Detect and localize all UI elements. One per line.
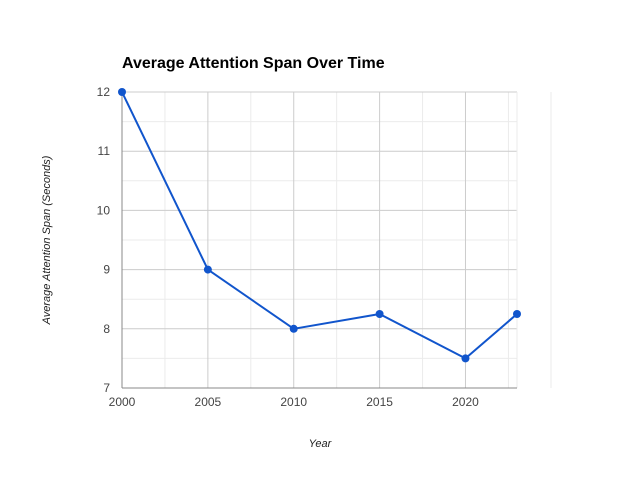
axes — [121, 92, 517, 389]
x-tick-label: 2020 — [452, 395, 479, 409]
x-axis-title: Year — [309, 438, 333, 450]
y-tick-label: 9 — [103, 263, 110, 277]
data-point — [513, 310, 521, 318]
y-tick-label: 7 — [103, 381, 110, 395]
x-tick-label: 2005 — [195, 395, 222, 409]
data-point — [289, 324, 298, 333]
data-point — [461, 354, 470, 363]
data-point — [118, 88, 126, 96]
y-tick-label: 12 — [97, 85, 111, 99]
data-point — [375, 310, 384, 318]
x-tick-label: 2010 — [280, 395, 307, 409]
tick-labels: 7 8 9 10 11 12 2000 2005 2010 2015 2020 — [97, 85, 480, 409]
series-layer — [118, 88, 521, 363]
x-tick-label: 2015 — [366, 395, 393, 409]
x-tick-label: 2000 — [109, 395, 136, 409]
series-line — [121, 91, 518, 360]
y-tick-label: 10 — [97, 203, 111, 217]
chart-title: Average Attention Span Over Time — [122, 55, 385, 72]
y-tick-label: 11 — [98, 144, 111, 158]
data-point — [203, 265, 212, 274]
y-tick-label: 8 — [103, 322, 110, 336]
y-axis-title: Average Attention Span (Seconds) — [41, 155, 53, 325]
